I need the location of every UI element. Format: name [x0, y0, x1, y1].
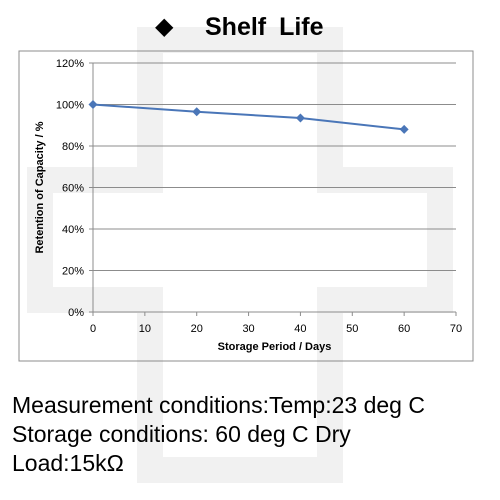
axes — [89, 62, 457, 316]
chart-title-text: Shelf Life — [205, 13, 324, 41]
x-tick-label: 70 — [450, 323, 462, 335]
data-point — [88, 100, 98, 109]
x-tick-label: 0 — [90, 323, 96, 335]
x-tick-label: 50 — [346, 323, 358, 335]
data-point — [399, 124, 409, 134]
x-tick-labels: 0 10 20 30 40 50 60 70 — [90, 323, 462, 335]
y-tick-label: 100% — [56, 100, 84, 112]
y-tick-label: 20% — [62, 266, 84, 278]
x-axis-title: Storage Period / Days — [218, 341, 332, 353]
data-point — [295, 113, 305, 123]
data-point — [192, 107, 202, 117]
chart-title: ◆ Shelf Life — [0, 10, 500, 44]
test-conditions: Measurement conditions:Temp:23 deg C Sto… — [12, 391, 425, 478]
x-tick-label: 10 — [139, 323, 151, 335]
y-tick-label: 0% — [68, 307, 84, 319]
x-tick-label: 20 — [191, 323, 203, 335]
measurement-conditions-text: Measurement conditions:Temp:23 deg C — [12, 392, 425, 418]
series-line — [92, 103, 405, 131]
x-tick-label: 40 — [294, 323, 306, 335]
diamond-icon: ◆ — [155, 13, 174, 40]
y-tick-label: 80% — [62, 141, 84, 153]
y-tick-label: 60% — [62, 183, 84, 195]
y-tick-labels: 0% 20% 40% 60% 80% 100% 120% — [56, 58, 84, 319]
shelf-life-chart: 0% 20% 40% 60% 80% 100% 120% 0 10 20 30 40 50 60 70 S… — [18, 50, 474, 362]
x-tick-label: 30 — [242, 323, 254, 335]
storage-conditions-text: Storage conditions: 60 deg C Dry — [12, 421, 351, 447]
y-tick-label: 40% — [62, 224, 84, 236]
plot-area-frame — [18, 50, 474, 362]
x-tick-label: 60 — [398, 323, 410, 335]
load-text: Load:15kΩ — [12, 450, 124, 476]
y-axis-title: Retention of Capacity / % — [34, 121, 46, 253]
gridlines — [93, 62, 456, 271]
y-tick-label: 120% — [56, 58, 84, 70]
series-points — [88, 100, 409, 134]
